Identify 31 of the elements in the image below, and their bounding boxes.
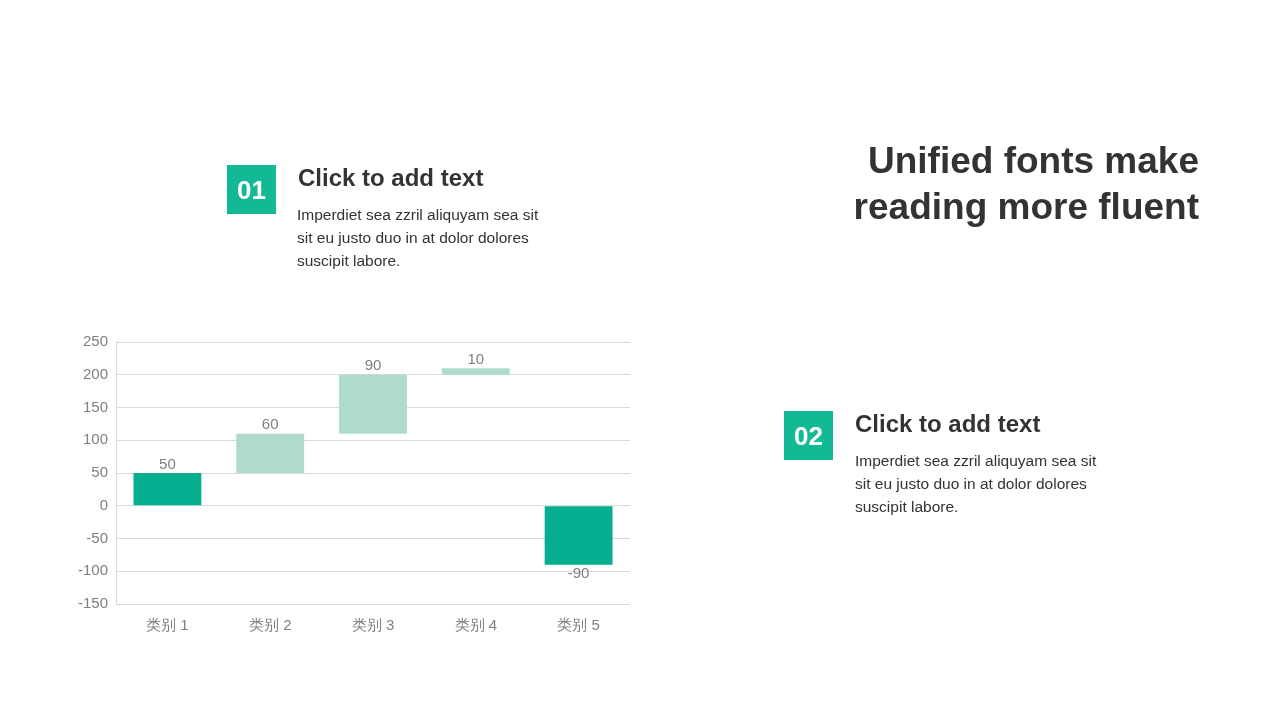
y-tick-label: -50 bbox=[86, 528, 109, 546]
data-label: 90 bbox=[364, 356, 382, 374]
data-label: 10 bbox=[467, 349, 485, 367]
y-tick-label: 0 bbox=[99, 495, 109, 513]
text: Click to add text bbox=[298, 164, 484, 191]
text: Imperdiet sea zzril aliquyam sea sit sit eu justo duo in at dolor dolores suscipit labore. bbox=[297, 205, 540, 271]
y-tick-label: 100 bbox=[82, 430, 109, 448]
data-label: -90 bbox=[567, 564, 590, 582]
bar bbox=[441, 368, 510, 375]
text: Click to add text bbox=[855, 410, 1041, 437]
y-tick-label: 150 bbox=[82, 397, 109, 415]
x-tick-label: 类别 3 bbox=[351, 616, 395, 634]
bar bbox=[339, 374, 407, 434]
y-tick-label: 250 bbox=[82, 332, 109, 350]
x-tick-label: 类别 4 bbox=[454, 616, 498, 634]
data-label: 60 bbox=[261, 415, 279, 433]
text: Unified fonts make reading more fluent bbox=[852, 139, 1199, 229]
bar bbox=[236, 433, 305, 473]
number-badge: 02 bbox=[784, 411, 833, 460]
data-label: 50 bbox=[159, 454, 176, 472]
y-tick-label: -100 bbox=[77, 561, 109, 579]
x-tick-label: 类别 1 bbox=[146, 616, 189, 634]
y-tick-label: 50 bbox=[91, 463, 109, 481]
x-tick-label: 类别 2 bbox=[248, 616, 292, 634]
x-tick-label: 类别 5 bbox=[557, 616, 600, 634]
y-tick-label: 200 bbox=[82, 364, 109, 382]
bar bbox=[544, 506, 613, 565]
text: Imperdiet sea zzril aliquyam sea sit sit eu justo duo in at dolor dolores suscipit labore. bbox=[855, 451, 1098, 517]
bar bbox=[133, 473, 202, 506]
y-tick-label: -150 bbox=[77, 594, 109, 612]
number-badge: 01 bbox=[227, 165, 276, 214]
